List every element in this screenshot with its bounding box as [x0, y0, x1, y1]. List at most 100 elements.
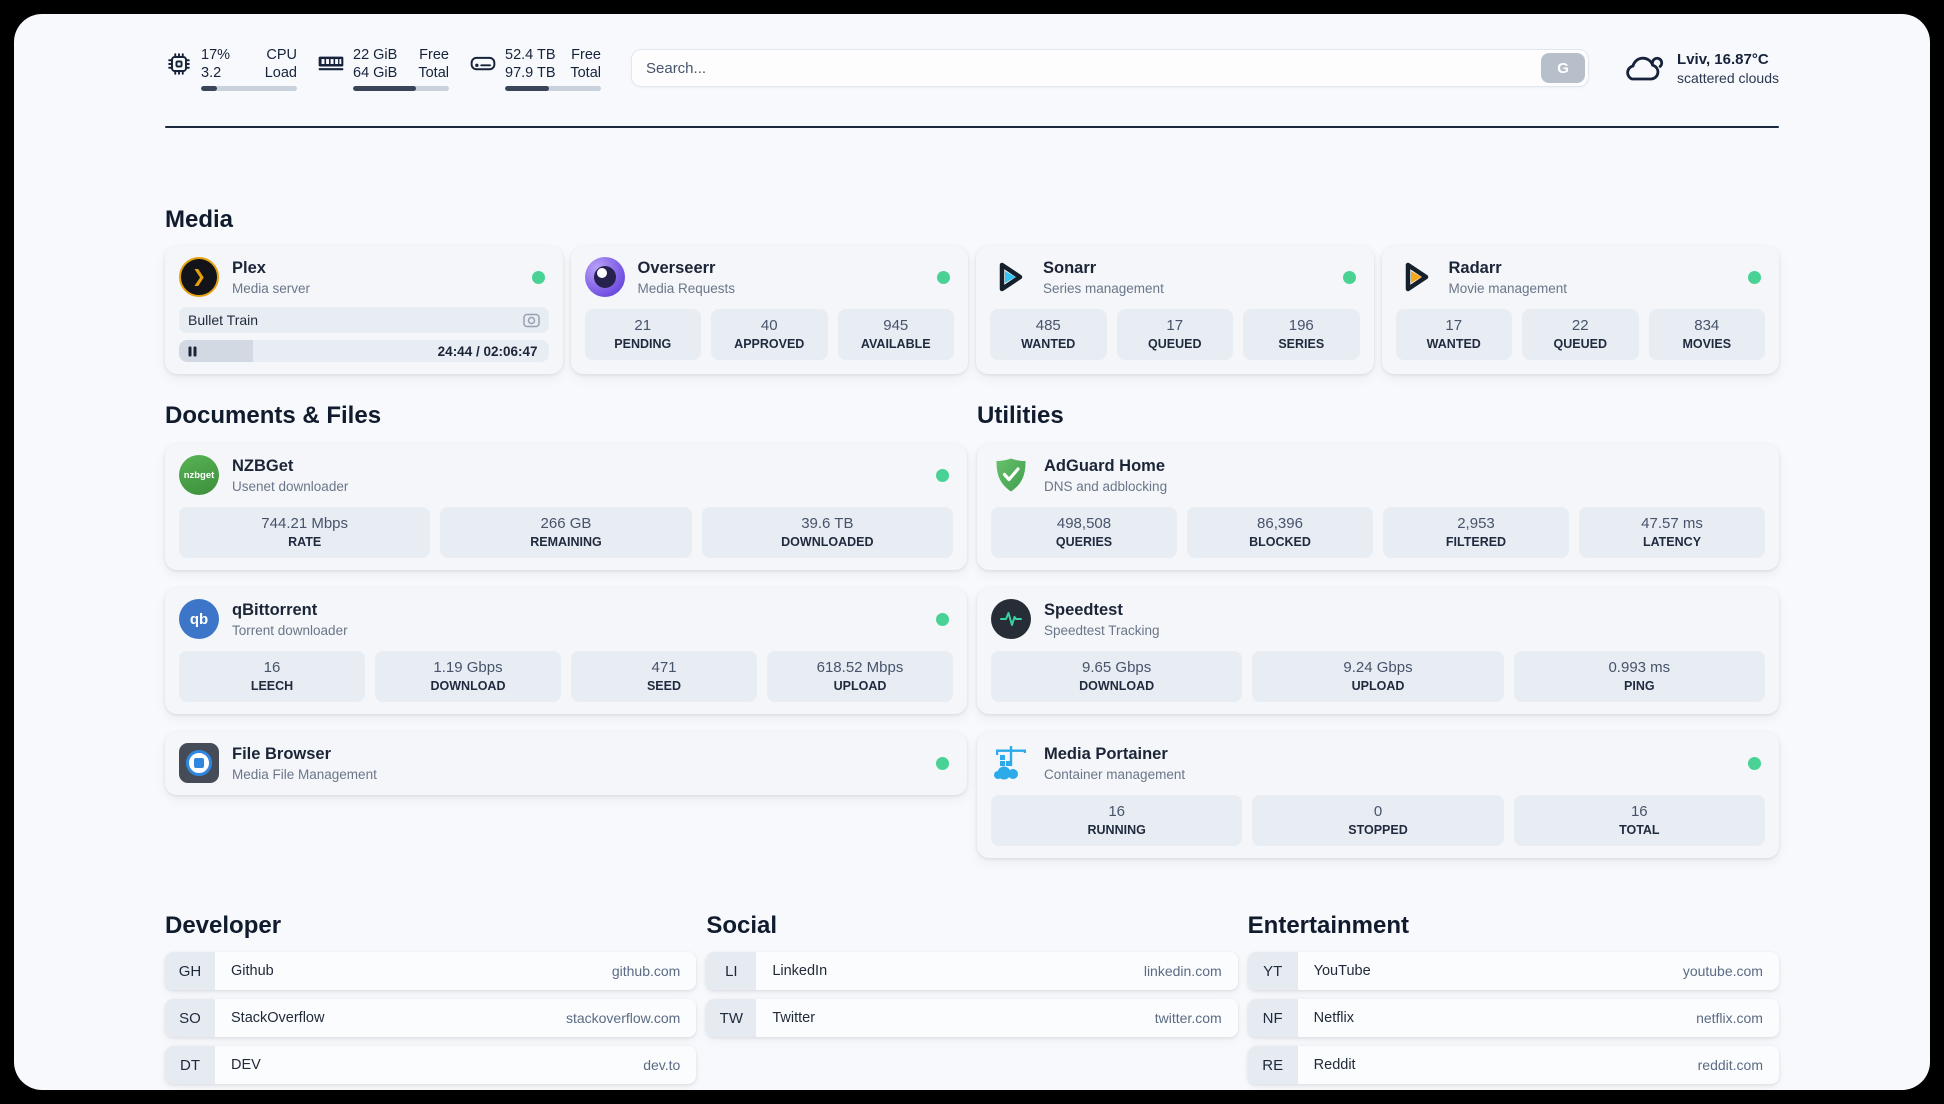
stat-label: REMAINING: [530, 535, 602, 549]
bookmark-abbr: TW: [706, 999, 757, 1037]
status-dot: [936, 612, 949, 626]
memory-icon: [317, 50, 345, 78]
stat-box: 0.993 ms PING: [1513, 651, 1765, 702]
media-grid: ❯ Plex Media server Bullet Train: [165, 246, 1779, 374]
section-title-media: Media: [165, 206, 234, 233]
stat-box: 17 WANTED: [1395, 309, 1512, 360]
app-card-plex[interactable]: ❯ Plex Media server Bullet Train: [165, 246, 563, 374]
speedtest-logo-icon: [991, 599, 1031, 639]
stat-label: DOWNLOAD: [430, 679, 506, 693]
header-bar: 17% 3.2 CPU Load: [165, 36, 1779, 100]
disk-total-label: Total: [570, 64, 601, 81]
disk-progress-track: [505, 85, 601, 91]
portainer-logo-icon: [991, 743, 1031, 783]
app-description: Speedtest Tracking: [1044, 622, 1160, 638]
bookmark-abbr: SO: [165, 999, 215, 1037]
stat-value: 16: [1630, 803, 1648, 820]
stat-box: 266 GB REMAINING: [440, 507, 692, 558]
playback-progress-fill: [179, 340, 253, 362]
app-card-filebrowser[interactable]: File Browser Media File Management: [165, 732, 967, 795]
stat-value: 86,396: [1257, 515, 1303, 532]
stat-label: UPLOAD: [1351, 679, 1405, 693]
stat-box: 40 APPROVED: [711, 309, 828, 360]
stat-value: 40: [760, 317, 778, 334]
documents-column: Documents & Files nzbget NZBGet Usenet d…: [165, 402, 967, 858]
bookmark-name: DEV: [231, 1057, 261, 1073]
header-divider: [165, 126, 1779, 128]
bookmark-youtube[interactable]: YT YouTube youtube.com: [1247, 952, 1779, 990]
stat-value: 17: [1166, 317, 1184, 334]
memory-progress-fill: [353, 85, 417, 91]
stat-box: 834 MOVIES: [1648, 309, 1765, 360]
search-input[interactable]: [631, 49, 1590, 87]
bookmark-group-social: Social LI LinkedIn linkedin.com TW Twitt…: [706, 912, 1238, 1084]
stat-box: 1.19 Gbps DOWNLOAD: [375, 651, 561, 702]
stat-label: TOTAL: [1619, 823, 1660, 837]
app-card-portainer[interactable]: Media Portainer Container management 16 …: [977, 732, 1779, 858]
bookmark-url: twitter.com: [1154, 1010, 1222, 1026]
utilities-column: Utilities: [977, 402, 1779, 858]
bookmark-reddit[interactable]: RE Reddit reddit.com: [1247, 1046, 1779, 1084]
stat-box: 618.52 Mbps UPLOAD: [767, 651, 953, 702]
bookmark-url: netflix.com: [1696, 1010, 1763, 1026]
bookmark-group-entertainment: Entertainment YT YouTube youtube.com NF …: [1247, 912, 1779, 1084]
weather-location: Lviv, 16.87°C: [1677, 50, 1769, 68]
app-card-overseerr[interactable]: Overseerr Media Requests 21 PENDING 40 A…: [570, 246, 968, 374]
stat-label: DOWNLOADED: [781, 535, 874, 549]
stat-value: 471: [651, 659, 677, 676]
stat-value: 618.52 Mbps: [816, 659, 904, 676]
app-card-sonarr[interactable]: Sonarr Series management 485 WANTED 17 Q…: [976, 246, 1374, 374]
disk-free-value: 52.4 TB: [505, 46, 556, 63]
app-card-nzbget[interactable]: nzbget NZBGet Usenet downloader 744.21 M…: [165, 444, 967, 570]
bookmark-abbr: LI: [706, 952, 757, 990]
stat-label: WANTED: [1426, 337, 1481, 351]
cpu-progress-track: [201, 85, 297, 91]
search-bar: G: [631, 49, 1590, 87]
app-name: qBittorrent: [232, 600, 318, 619]
section-title-social: Social: [706, 912, 778, 939]
stat-label: UPLOAD: [833, 679, 887, 693]
bookmark-github[interactable]: GH Github github.com: [165, 952, 697, 990]
app-card-qbittorrent[interactable]: qb qBittorrent Torrent downloader 16 LEE…: [165, 588, 967, 714]
disk-icon: [469, 50, 497, 78]
stat-box: 39.6 TB DOWNLOADED: [701, 507, 953, 558]
qbittorrent-logo-icon: qb: [179, 599, 219, 639]
app-card-speedtest[interactable]: Speedtest Speedtest Tracking 9.65 Gbps D…: [977, 588, 1779, 714]
status-dot: [937, 270, 950, 284]
section-title-documents: Documents & Files: [165, 402, 382, 429]
bookmark-abbr: GH: [165, 952, 215, 990]
bookmark-name: LinkedIn: [772, 963, 828, 979]
stat-label: STOPPED: [1348, 823, 1408, 837]
app-card-radarr[interactable]: Radarr Movie management 17 WANTED 22 QUE…: [1381, 246, 1779, 374]
dashboard-panel: 17% 3.2 CPU Load: [14, 14, 1930, 1090]
memory-total-value: 64 GiB: [353, 64, 398, 81]
stat-value: 266 GB: [540, 515, 592, 532]
bookmark-abbr: YT: [1247, 952, 1298, 990]
app-description: Media server: [232, 280, 311, 296]
bookmark-url: linkedin.com: [1143, 963, 1222, 979]
disk-total-value: 97.9 TB: [505, 64, 556, 81]
memory-total-label: Total: [418, 64, 449, 81]
search-button[interactable]: G: [1541, 53, 1586, 83]
app-card-adguard[interactable]: AdGuard Home DNS and adblocking 498,508 …: [977, 444, 1779, 570]
bookmark-url: github.com: [611, 963, 681, 979]
status-dot: [936, 756, 949, 770]
stat-box: 196 SERIES: [1243, 309, 1360, 360]
bookmark-name: YouTube: [1313, 963, 1371, 979]
bookmark-dev[interactable]: DT DEV dev.to: [165, 1046, 697, 1084]
radarr-logo-icon: [1396, 257, 1436, 297]
stat-value: 9.65 Gbps: [1082, 659, 1152, 676]
sonarr-logo-icon: [990, 257, 1030, 297]
stat-label: AVAILABLE: [860, 337, 931, 351]
stat-value: 17: [1445, 317, 1463, 334]
bookmark-linkedin[interactable]: LI LinkedIn linkedin.com: [706, 952, 1238, 990]
app-description: Movie management: [1448, 280, 1568, 296]
bookmark-stackoverflow[interactable]: SO StackOverflow stackoverflow.com: [165, 999, 697, 1037]
stat-value: 485: [1035, 317, 1061, 334]
media-type-icon: [522, 313, 540, 328]
bookmark-twitter[interactable]: TW Twitter twitter.com: [706, 999, 1238, 1037]
bookmark-netflix[interactable]: NF Netflix netflix.com: [1247, 999, 1779, 1037]
stat-value: 2,953: [1457, 515, 1495, 532]
memory-free-value: 22 GiB: [353, 46, 398, 63]
bookmark-abbr: DT: [165, 1046, 215, 1084]
